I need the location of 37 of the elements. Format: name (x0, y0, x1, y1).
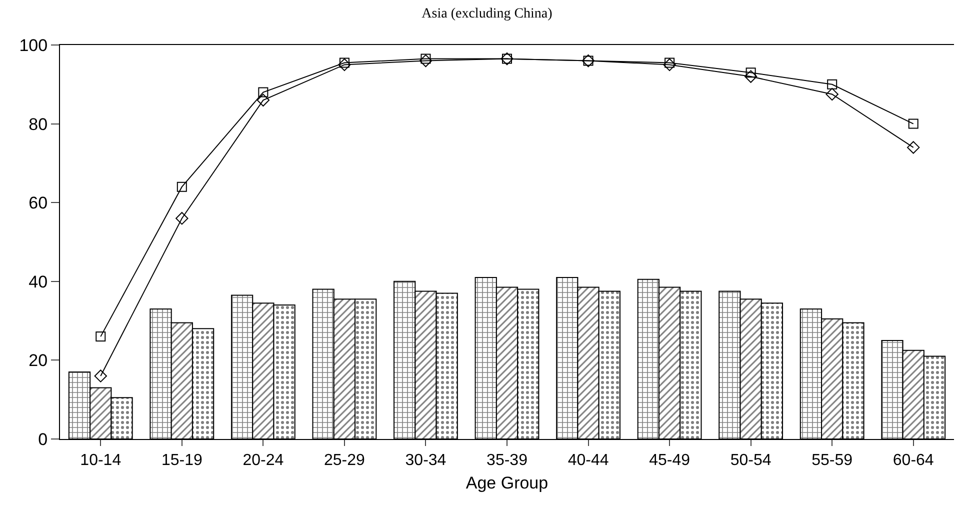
point (256, 94, 270, 107)
x-tick-label: 25-29 (324, 452, 366, 470)
x-tick-label: 50-54 (730, 452, 772, 470)
point (94, 370, 107, 382)
x-tick-label: 45-49 (649, 452, 690, 470)
point (339, 58, 350, 68)
point (258, 87, 268, 98)
point (744, 70, 758, 83)
y-tick-label: 20 (28, 351, 48, 370)
point (826, 88, 838, 101)
x-tick-label: 10-14 (80, 452, 122, 470)
point (338, 58, 351, 72)
point (420, 54, 431, 64)
point (419, 54, 432, 68)
x-tick-label: 35-39 (486, 452, 528, 470)
chart-title: Asia (excluding China) (422, 6, 553, 22)
point (746, 68, 756, 78)
point (664, 58, 675, 68)
x-tick-label: 20-24 (242, 452, 284, 470)
point (908, 118, 918, 129)
x-tick-label: 15-19 (161, 452, 202, 470)
x-axis-title: Age Group (466, 474, 548, 493)
point (176, 182, 187, 192)
point (96, 332, 106, 342)
point (907, 141, 920, 154)
point (827, 79, 838, 90)
point (663, 58, 676, 72)
point (176, 212, 188, 225)
x-tick-label: 60-64 (892, 452, 934, 470)
x-tick-label: 40-44 (568, 452, 609, 470)
x-tick-label: 55-59 (812, 452, 853, 470)
y-tick-label: 40 (28, 272, 48, 292)
y-tick-label: 80 (28, 114, 48, 134)
y-tick-label: 100 (19, 36, 48, 55)
y-tick-label: 0 (38, 430, 48, 449)
x-tick-label: 30-34 (405, 452, 446, 470)
y-tick-label: 60 (28, 194, 48, 213)
